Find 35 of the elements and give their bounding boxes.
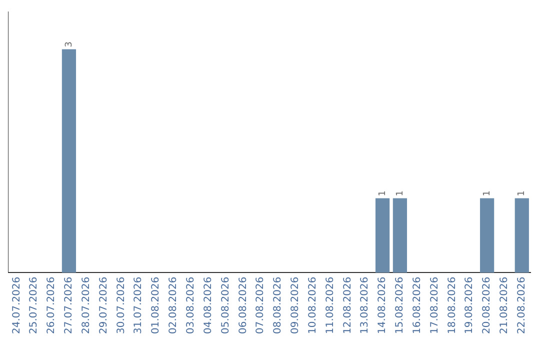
x-tick-label: 08.08.2026 <box>272 276 284 334</box>
x-tick-label: 29.07.2026 <box>98 276 110 334</box>
x-tick-label: 15.08.2026 <box>394 276 406 334</box>
x-tick-label: 19.08.2026 <box>464 276 476 334</box>
data-label: 1 <box>517 190 528 196</box>
data-label: 1 <box>378 190 388 196</box>
x-tick-label: 11.08.2026 <box>324 276 336 334</box>
x-tick-label: 07.08.2026 <box>255 276 266 334</box>
x-tick-label: 22.08.2026 <box>516 276 528 334</box>
x-tick-label: 03.08.2026 <box>186 276 197 334</box>
data-label: 1 <box>482 190 492 196</box>
x-tick-label: 24.07.2026 <box>11 276 22 334</box>
x-tick-label: 10.08.2026 <box>307 276 318 334</box>
data-label: 1 <box>395 190 406 196</box>
x-tick-label: 17.08.2026 <box>429 276 440 334</box>
x-tick-label: 21.08.2026 <box>499 276 510 334</box>
x-tick-label: 12.08.2026 <box>342 276 354 334</box>
x-tick-label: 13.08.2026 <box>360 276 371 334</box>
x-tick-label: 01.08.2026 <box>150 276 162 334</box>
x-tick-label: 14.08.2026 <box>377 276 388 334</box>
x-tick-label: 05.08.2026 <box>220 276 232 334</box>
x-tick-label: 28.07.2026 <box>80 276 92 334</box>
x-tick-label: 16.08.2026 <box>412 276 423 334</box>
x-tick-label: 06.08.2026 <box>238 276 249 334</box>
x-tick-label: 25.07.2026 <box>28 276 40 334</box>
x-tick-label: 18.08.2026 <box>446 276 458 334</box>
x-tick-label: 27.07.2026 <box>64 276 75 334</box>
data-label: 3 <box>64 42 74 48</box>
x-tick-label: 20.08.2026 <box>482 276 493 334</box>
x-tick-label: 31.07.2026 <box>133 276 144 334</box>
x-tick-label: 09.08.2026 <box>290 276 302 334</box>
x-tick-label: 04.08.2026 <box>202 276 214 334</box>
x-tick-label: 26.07.2026 <box>46 276 58 334</box>
x-tick-label: 02.08.2026 <box>168 276 180 334</box>
x-tick-label: 30.07.2026 <box>116 276 127 334</box>
